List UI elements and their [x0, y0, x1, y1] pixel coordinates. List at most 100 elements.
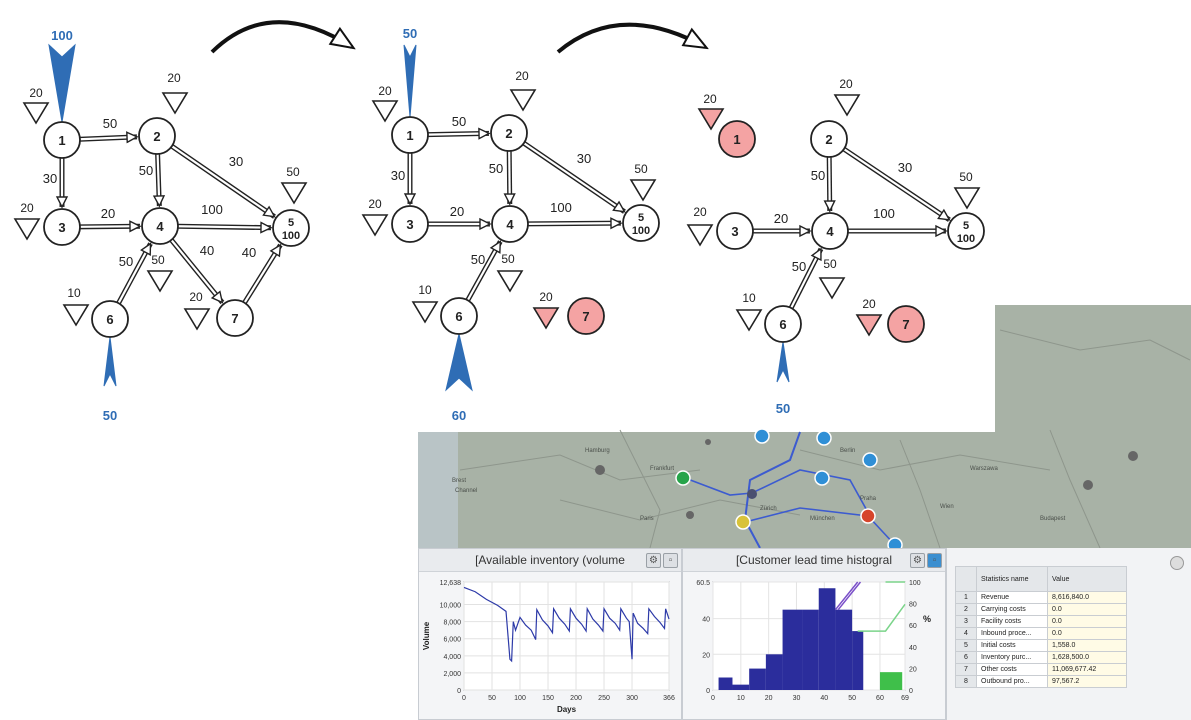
- edge: [403, 153, 417, 206]
- edge-label: 50: [811, 168, 825, 183]
- y-tick-label: 6,000: [443, 637, 461, 644]
- cumulative-line: [834, 581, 859, 611]
- inventory-label: 20: [862, 297, 876, 311]
- edge: [527, 217, 623, 230]
- settings-icon[interactable]: [1170, 556, 1184, 570]
- map-border: [1049, 429, 1101, 549]
- statistic-name: Initial costs: [976, 639, 1048, 652]
- inventory-triangle: [22, 102, 50, 125]
- inventory-label: 20: [167, 71, 181, 85]
- edge: [79, 131, 139, 144]
- y2-tick-label: 100: [909, 580, 921, 587]
- statistic-name: Inbound proce...: [976, 627, 1048, 640]
- table-row[interactable]: 6 Inventory purc... 1,628,500.0: [955, 651, 1127, 664]
- table-row[interactable]: 2 Carrying costs 0.0: [955, 603, 1127, 616]
- statistic-name: Inventory purc...: [976, 651, 1048, 664]
- table-row[interactable]: 7 Other costs 11,069,677.42: [955, 663, 1127, 676]
- inventory-triangle: [13, 218, 41, 241]
- node-label: 7: [582, 309, 589, 324]
- node-3: 3: [391, 205, 429, 243]
- map-region: [418, 432, 1191, 548]
- leadtime-chart: 0 20 40 60.5 0 20 40 60 80 100 0 10 20 30 40 50 60 69%: [696, 580, 931, 702]
- node-demand-label: 100: [632, 225, 650, 237]
- edge-label: 50: [119, 254, 133, 269]
- inventory-triangle: [629, 179, 657, 202]
- table-row[interactable]: 3 Facility costs 0.0: [955, 615, 1127, 628]
- inflow-label: 50: [776, 401, 790, 416]
- edge: [152, 153, 166, 208]
- node-label: 5: [963, 220, 969, 232]
- statistic-name: Facility costs: [976, 615, 1048, 628]
- histogram-bar: [818, 588, 836, 690]
- map-facility-marker[interactable]: [675, 470, 691, 486]
- map-label: Channel: [455, 488, 477, 494]
- node-1: 1: [718, 120, 756, 158]
- inventory-label: 20: [189, 290, 203, 304]
- map-facility-marker[interactable]: [814, 470, 830, 486]
- map-label: Brest: [452, 478, 466, 484]
- node-2: 2: [138, 117, 176, 155]
- edge-label: 40: [242, 245, 256, 260]
- table-row[interactable]: 5 Initial costs 1,558.0: [955, 639, 1127, 652]
- map-label: Hamburg: [585, 448, 610, 454]
- table-row[interactable]: 8 Outbound pro... 97,567.2: [955, 675, 1127, 688]
- maximize-icon[interactable]: ▫: [663, 553, 678, 568]
- inventory-label: 50: [823, 257, 837, 271]
- row-index: 5: [955, 639, 977, 652]
- map-facility-marker[interactable]: [735, 514, 751, 530]
- leadtime-panel: [Customer lead time histogral ⚙ ▫ 0 20 40 6…: [682, 548, 946, 720]
- edge: [848, 224, 948, 238]
- edge-label: 30: [898, 160, 912, 175]
- supply-inflow-arrow: [776, 341, 790, 383]
- inventory-label: 20: [515, 69, 529, 83]
- inventory-chart: 0 2,000 4,000 6,000 8,000 10,000 12,638 0 50 100 1…: [422, 580, 675, 714]
- x-tick-label: 200: [570, 695, 582, 702]
- map-city: [747, 489, 757, 499]
- x-tick-label: 40: [820, 695, 828, 702]
- node-label: 7: [902, 317, 909, 332]
- y-tick-label: 10,000: [440, 603, 462, 610]
- inflows-layer: 100 50 50 60 50: [48, 26, 790, 423]
- column-header-name[interactable]: Statistics name: [976, 566, 1048, 592]
- statistics-header-row: Statistics name Value: [955, 566, 1127, 592]
- map-region: [995, 305, 1191, 435]
- column-header-value[interactable]: Value: [1047, 566, 1127, 592]
- histogram-bar: [782, 609, 803, 690]
- map-facility-marker[interactable]: [816, 430, 832, 446]
- map-sea: [418, 432, 458, 548]
- row-index: 2: [955, 603, 977, 616]
- map-label: Frankfurt: [650, 466, 674, 472]
- map-facility-marker[interactable]: [862, 452, 878, 468]
- edge: [170, 144, 276, 219]
- edge: [522, 141, 626, 214]
- x-tick-label: 150: [542, 695, 554, 702]
- x-tick-label: 100: [514, 695, 526, 702]
- node-label: 6: [106, 312, 113, 327]
- map-facility-marker[interactable]: [860, 508, 876, 524]
- leadtime-panel-header: [Customer lead time histogral ⚙ ▫: [683, 549, 945, 572]
- inventory-label: 10: [742, 291, 756, 305]
- edges-layer: 50 30 50 30 20 100 50 40 40 50 30 50 30 20 100 50 50 30 20…: [43, 114, 951, 310]
- node-7: 7: [216, 299, 254, 337]
- y-tick-label: 20: [702, 652, 710, 659]
- node-label: 1: [58, 133, 65, 148]
- node-2: 2: [490, 114, 528, 152]
- inventory-label: 20: [378, 84, 392, 98]
- node-label: 2: [825, 132, 832, 147]
- table-row[interactable]: 1 Revenue 8,616,840.0: [955, 591, 1127, 604]
- y2-tick-label: 0: [909, 688, 913, 695]
- inventory-triangle: [280, 182, 308, 205]
- edge-label: 40: [200, 243, 214, 258]
- plot-area: [463, 581, 670, 691]
- table-row[interactable]: 4 Inbound proce... 0.0: [955, 627, 1127, 640]
- inventory-triangle: [509, 89, 537, 112]
- settings-icon[interactable]: ⚙: [910, 553, 925, 568]
- node-1: 1: [43, 121, 81, 159]
- maximize-icon[interactable]: ▫: [927, 553, 942, 568]
- settings-icon[interactable]: ⚙: [646, 553, 661, 568]
- map-facility-marker[interactable]: [754, 428, 770, 444]
- edge-label: 50: [792, 259, 806, 274]
- transition-arrow: [210, 20, 352, 54]
